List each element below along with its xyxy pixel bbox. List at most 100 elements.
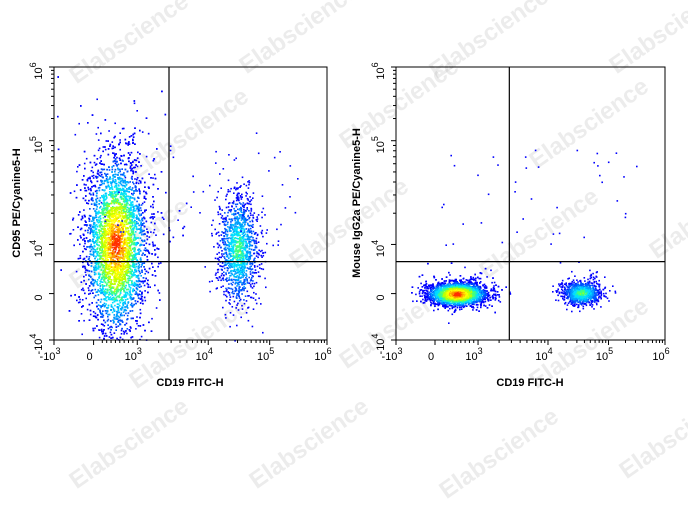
event-dot bbox=[145, 250, 147, 252]
event-dot bbox=[107, 259, 109, 261]
event-dot bbox=[136, 323, 138, 325]
event-dot bbox=[131, 299, 133, 301]
event-dot bbox=[154, 285, 156, 287]
event-dot bbox=[141, 254, 143, 256]
event-dot bbox=[100, 160, 102, 162]
event-dot bbox=[132, 225, 134, 227]
event-dot bbox=[139, 273, 141, 275]
event-dot bbox=[116, 326, 118, 328]
event-dot bbox=[148, 133, 150, 135]
event-dot bbox=[138, 211, 140, 213]
event-dot bbox=[139, 264, 141, 266]
event-dot bbox=[116, 293, 118, 295]
event-dot bbox=[97, 198, 99, 200]
event-dot bbox=[126, 333, 128, 335]
event-dot bbox=[154, 245, 156, 247]
event-dot bbox=[128, 196, 130, 198]
event-dot bbox=[143, 277, 145, 279]
event-dot bbox=[82, 179, 84, 181]
event-dot bbox=[97, 247, 99, 249]
event-dot bbox=[83, 209, 85, 211]
event-dot bbox=[90, 232, 92, 234]
event-dot bbox=[127, 181, 129, 183]
event-dot bbox=[136, 215, 138, 217]
event-dot bbox=[156, 248, 158, 250]
event-dot bbox=[182, 235, 184, 237]
event-dot bbox=[173, 157, 175, 159]
event-dot bbox=[105, 223, 107, 225]
event-dot bbox=[135, 328, 137, 330]
event-dot bbox=[109, 145, 111, 147]
event-dot bbox=[128, 282, 130, 284]
event-dot bbox=[93, 220, 95, 222]
event-dot bbox=[119, 323, 121, 325]
event-dot bbox=[141, 219, 143, 221]
event-dot bbox=[89, 285, 91, 287]
event-dot bbox=[106, 169, 108, 171]
event-dot bbox=[123, 242, 125, 244]
event-dot bbox=[105, 263, 107, 265]
event-dot bbox=[92, 167, 94, 169]
event-dot bbox=[161, 171, 163, 173]
event-dot bbox=[103, 338, 105, 340]
event-dot bbox=[141, 300, 143, 302]
event-dot bbox=[109, 188, 111, 190]
event-dot bbox=[136, 201, 138, 203]
event-dot bbox=[91, 262, 93, 264]
event-dot bbox=[93, 253, 95, 255]
event-dot bbox=[109, 217, 111, 219]
event-dot bbox=[117, 234, 119, 236]
event-dot bbox=[123, 212, 125, 214]
event-dot bbox=[134, 159, 136, 161]
event-dot bbox=[82, 288, 84, 290]
event-dot bbox=[121, 333, 123, 335]
event-dot bbox=[107, 252, 109, 254]
event-dot bbox=[127, 207, 129, 209]
event-dot bbox=[97, 291, 99, 293]
event-dot bbox=[148, 186, 150, 188]
event-dot bbox=[98, 232, 100, 234]
event-dot bbox=[109, 213, 111, 215]
event-dot bbox=[154, 223, 156, 225]
event-dot bbox=[106, 240, 108, 242]
event-dot bbox=[140, 294, 142, 296]
event-dot bbox=[94, 204, 96, 206]
event-dot bbox=[93, 279, 95, 281]
event-dot bbox=[122, 174, 124, 176]
event-dot bbox=[109, 221, 111, 223]
event-dot bbox=[86, 224, 88, 226]
event-dot bbox=[77, 166, 79, 168]
event-dot bbox=[135, 253, 137, 255]
event-dot bbox=[91, 175, 93, 177]
event-dot bbox=[80, 235, 82, 237]
event-dot bbox=[111, 171, 113, 173]
event-dot bbox=[154, 229, 156, 231]
event-dot bbox=[139, 215, 141, 217]
event-dot bbox=[111, 166, 113, 168]
event-dot bbox=[98, 304, 100, 306]
event-dot bbox=[97, 314, 99, 316]
event-dot bbox=[110, 329, 112, 331]
event-dot bbox=[114, 196, 116, 198]
event-dot bbox=[121, 205, 123, 207]
event-dot bbox=[76, 300, 78, 302]
event-dot bbox=[83, 320, 85, 322]
event-dot bbox=[146, 256, 148, 258]
event-dot bbox=[94, 280, 96, 282]
event-dot bbox=[115, 329, 117, 331]
event-dot bbox=[130, 284, 132, 286]
event-dot bbox=[102, 316, 104, 318]
event-dot bbox=[109, 293, 111, 295]
event-dot bbox=[139, 193, 141, 195]
event-dot bbox=[114, 291, 116, 293]
event-dot bbox=[93, 330, 95, 332]
event-dot bbox=[124, 254, 126, 256]
event-dot bbox=[81, 281, 83, 283]
event-dot bbox=[118, 185, 120, 187]
event-dot bbox=[87, 309, 89, 311]
event-dot bbox=[103, 333, 105, 335]
event-dot bbox=[142, 178, 144, 180]
event-dot bbox=[104, 189, 106, 191]
event-dot bbox=[114, 228, 116, 230]
event-dot bbox=[99, 276, 101, 278]
